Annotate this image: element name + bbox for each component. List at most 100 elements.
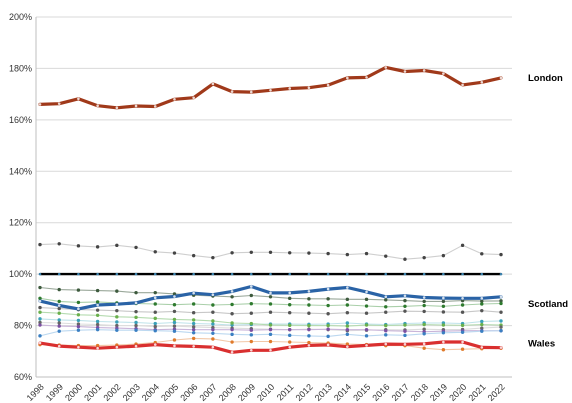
data-point	[461, 297, 464, 300]
data-point	[499, 272, 503, 276]
data-point	[191, 253, 196, 258]
data-point	[384, 342, 388, 346]
data-point	[173, 295, 176, 298]
data-point	[499, 299, 503, 303]
x-tick-label: 2021	[466, 382, 487, 403]
data-point	[172, 338, 177, 342]
data-point	[384, 272, 388, 276]
data-point	[268, 295, 273, 299]
data-point	[480, 308, 484, 313]
data-point	[211, 293, 215, 297]
data-point	[38, 320, 42, 325]
data-point	[461, 340, 464, 344]
x-tick-label: 2006	[178, 382, 199, 403]
data-point	[422, 69, 426, 72]
data-point	[307, 297, 311, 301]
data-point	[403, 323, 407, 327]
data-point	[230, 321, 234, 325]
data-point	[115, 106, 119, 110]
data-point	[403, 70, 407, 73]
data-point	[345, 321, 350, 325]
data-point	[269, 272, 272, 276]
x-tick-label: 2011	[275, 382, 296, 403]
data-point	[460, 323, 465, 328]
data-point	[499, 252, 503, 257]
data-point	[364, 327, 369, 332]
data-point	[384, 254, 388, 258]
data-point	[211, 345, 215, 349]
data-point	[422, 332, 426, 336]
data-point	[384, 295, 388, 299]
data-point	[345, 324, 350, 328]
data-point	[441, 253, 446, 258]
data-point	[211, 255, 215, 260]
data-point	[172, 317, 177, 322]
data-point	[480, 299, 484, 303]
y-tick-label: 120%	[9, 218, 32, 228]
data-point	[460, 243, 465, 248]
data-point	[173, 97, 176, 101]
data-point	[57, 321, 61, 325]
data-point	[422, 255, 426, 260]
data-point	[76, 244, 81, 248]
data-point	[76, 324, 81, 329]
data-point	[345, 252, 350, 257]
data-point	[211, 327, 215, 332]
data-point	[499, 301, 503, 306]
data-point	[134, 245, 138, 250]
data-point	[57, 329, 61, 333]
data-point	[191, 331, 196, 335]
data-point	[365, 272, 368, 276]
data-point	[249, 321, 253, 326]
data-point	[211, 310, 215, 314]
data-point	[307, 86, 311, 90]
y-tick-label: 140%	[9, 166, 32, 176]
data-point	[403, 343, 407, 346]
data-point	[38, 323, 42, 327]
data-point	[230, 90, 234, 93]
data-point	[38, 296, 42, 301]
data-point	[442, 296, 445, 300]
data-point	[365, 76, 368, 79]
data-point	[442, 272, 445, 276]
data-point	[268, 339, 273, 344]
data-point	[345, 327, 350, 332]
x-tick-label: 2001	[82, 382, 103, 403]
data-point	[288, 327, 292, 332]
data-point	[76, 322, 81, 326]
data-point	[192, 291, 195, 295]
data-point	[95, 327, 100, 332]
data-point	[230, 251, 234, 255]
data-point	[403, 333, 407, 338]
data-point	[422, 272, 426, 276]
axes: 60%80%100%120%140%160%180%200%1998199920…	[9, 12, 512, 403]
data-point	[38, 317, 42, 321]
data-point	[38, 299, 42, 303]
data-point	[345, 342, 350, 346]
data-point	[77, 272, 80, 276]
data-point	[480, 297, 484, 300]
data-point	[307, 303, 311, 307]
x-tick-label: 1998	[25, 382, 46, 403]
series-label-london: London	[528, 73, 563, 84]
data-point	[115, 308, 119, 313]
series-label-scotland: Scotland	[528, 299, 568, 310]
data-point	[268, 323, 273, 327]
data-point	[192, 272, 195, 276]
data-point	[384, 305, 388, 309]
data-point	[307, 344, 311, 347]
data-point	[57, 306, 61, 311]
data-point	[96, 272, 99, 276]
x-tick-label: 2018	[409, 382, 430, 403]
data-point	[269, 291, 272, 295]
data-point	[57, 311, 61, 315]
data-point	[76, 300, 81, 305]
data-point	[57, 318, 61, 322]
data-point	[96, 104, 99, 108]
data-point	[57, 242, 61, 246]
data-point	[153, 296, 157, 300]
data-point	[403, 257, 407, 261]
data-point	[364, 334, 369, 338]
data-point	[134, 301, 138, 305]
